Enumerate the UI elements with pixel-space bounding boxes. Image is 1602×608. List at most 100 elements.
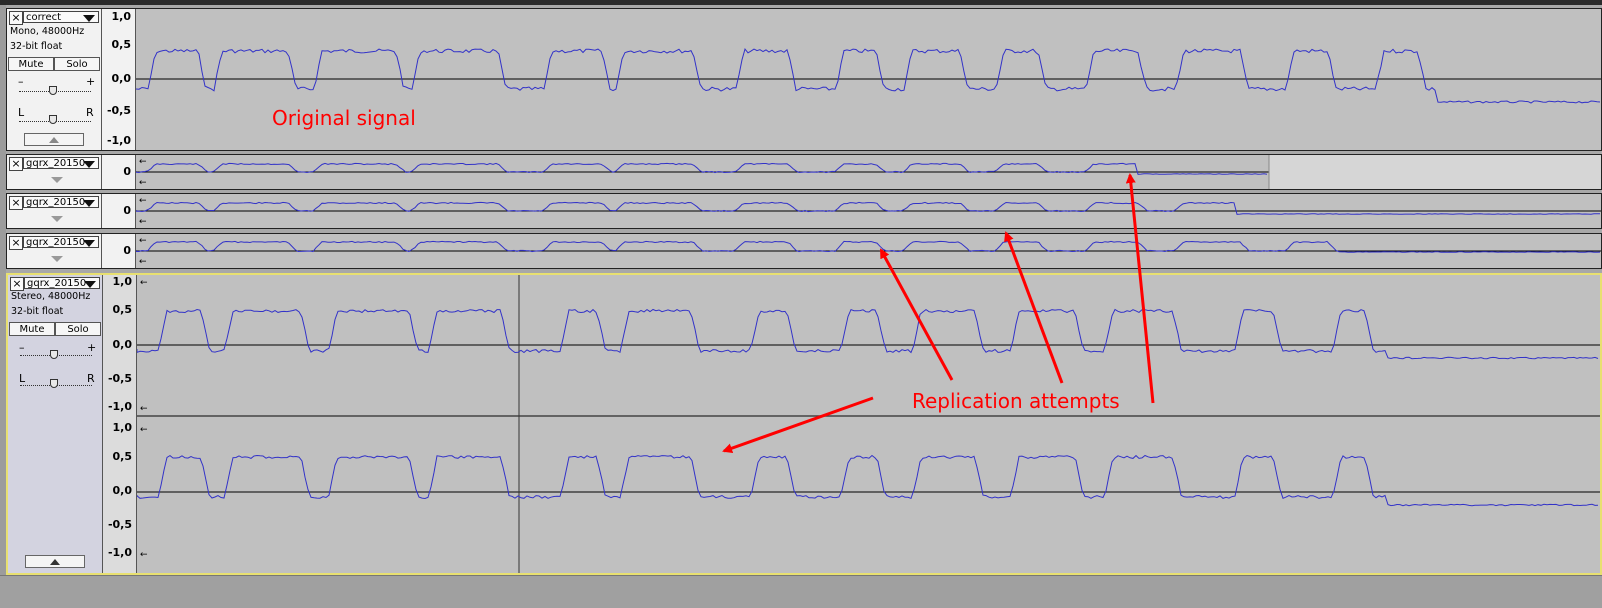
annotation-replication: Replication attempts	[912, 389, 1120, 413]
lane-arrow: ←	[140, 278, 148, 288]
waveform: ← ←	[136, 236, 1601, 267]
gain-slider-thumb[interactable]	[49, 86, 57, 95]
close-icon: ×	[11, 11, 21, 24]
mute-button[interactable]: Mute	[9, 322, 55, 336]
ruler-label: -1,0	[107, 400, 132, 413]
ruler-label: -1,0	[106, 134, 131, 147]
track-control-panel: × gqrx_20150	[7, 234, 102, 268]
waveform-area[interactable]: ← ←	[136, 194, 1601, 228]
vertical-ruler: 1,0 0,5 0,0 -0,5 -1,0	[102, 9, 136, 150]
gain-minus-label: –	[19, 341, 25, 354]
ruler-label: -0,5	[107, 372, 132, 385]
expand-icon[interactable]	[51, 256, 63, 262]
expand-icon[interactable]	[51, 216, 63, 222]
annotation-original: Original signal	[272, 106, 416, 130]
ruler-label: 0	[123, 244, 131, 257]
lane-arrow: ←	[140, 404, 148, 414]
track-correct[interactable]: × correct Mono, 48000Hz 32-bit float Mut…	[6, 8, 1602, 151]
waveform-area[interactable]: ← ←	[136, 155, 1601, 189]
left-edge	[0, 5, 6, 575]
ruler-label: 0,5	[112, 450, 133, 463]
close-track-button[interactable]: ×	[9, 196, 23, 210]
ruler-label: 1,0	[111, 10, 132, 23]
close-track-button[interactable]: ×	[9, 236, 23, 250]
dropdown-arrow-icon	[83, 15, 95, 22]
ruler-label: 0,0	[111, 72, 132, 85]
track-control-panel: × gqrx_20150	[7, 155, 102, 189]
lane-arrow: ←	[139, 236, 147, 246]
track-name: gqrx_20150	[26, 237, 86, 248]
vertical-ruler: 0	[102, 234, 136, 268]
dropdown-arrow-icon	[83, 161, 95, 168]
lane-arrow: ←	[139, 196, 147, 206]
close-icon: ×	[11, 236, 21, 249]
vertical-ruler: 1,0 0,5 0,0 -0,5 -1,0 1,0 0,5 0,0 -0,5 -…	[103, 275, 137, 573]
waveform: ← ←	[136, 196, 1601, 227]
track-gqrx-3[interactable]: × gqrx_20150 0 ← ←	[6, 233, 1602, 269]
pan-left-label: L	[18, 106, 25, 119]
close-icon: ×	[11, 196, 21, 209]
gain-slider-thumb[interactable]	[50, 350, 58, 359]
solo-button[interactable]: Solo	[55, 322, 101, 336]
track-name: correct	[26, 12, 62, 23]
vertical-ruler: 0	[102, 194, 136, 228]
collapse-button[interactable]	[24, 133, 84, 146]
track-sample-format: 32-bit float	[10, 41, 63, 52]
waveform-area[interactable]: ← ← ← ←	[137, 275, 1600, 573]
ruler-label: -0,5	[106, 104, 131, 117]
ruler-label: -1,0	[107, 546, 132, 559]
gain-plus-label: +	[86, 75, 96, 88]
collapse-icon	[49, 137, 59, 143]
track-name-menu[interactable]: correct	[23, 11, 99, 23]
pan-right-label: R	[87, 372, 95, 385]
lane-arrow: ←	[140, 550, 148, 560]
track-name-menu[interactable]: gqrx_20150	[24, 277, 100, 289]
gain-plus-label: +	[87, 341, 97, 354]
waveform: ← ←	[136, 155, 1270, 189]
lane-arrow: ←	[139, 178, 147, 188]
track-gqrx-1[interactable]: × gqrx_20150 0 ← ←	[6, 154, 1602, 190]
ruler-label: 0,0	[112, 484, 133, 497]
expand-icon[interactable]	[51, 177, 63, 183]
waveform	[136, 48, 1601, 104]
waveform-area[interactable]: ← ←	[136, 234, 1601, 268]
lane-arrow: ←	[140, 425, 148, 435]
dropdown-arrow-icon	[84, 281, 96, 288]
close-track-button[interactable]: ×	[9, 11, 23, 25]
close-icon: ×	[11, 157, 21, 170]
close-track-button[interactable]: ×	[9, 157, 23, 171]
waveform: ← ← ← ←	[137, 275, 1600, 573]
collapse-button[interactable]	[25, 555, 85, 568]
lane-arrow: ←	[139, 157, 147, 167]
lane-arrow: ←	[139, 257, 147, 267]
track-name-menu[interactable]: gqrx_20150	[23, 196, 99, 208]
track-name-menu[interactable]: gqrx_20150	[23, 236, 99, 248]
track-name: gqrx_20150	[26, 158, 86, 169]
track-name: gqrx_20150	[27, 278, 87, 289]
mute-button[interactable]: Mute	[8, 57, 54, 71]
lane-arrow: ←	[139, 217, 147, 227]
ruler-label: -0,5	[107, 518, 132, 531]
pan-right-label: R	[86, 106, 94, 119]
empty-track-area[interactable]	[0, 575, 1602, 608]
track-name: gqrx_20150	[26, 197, 86, 208]
track-control-panel: × correct Mono, 48000Hz 32-bit float Mut…	[7, 9, 102, 150]
close-icon: ×	[12, 277, 22, 290]
dropdown-arrow-icon	[83, 200, 95, 207]
track-gqrx-stereo[interactable]: × gqrx_20150 Stereo, 48000Hz 32-bit floa…	[6, 273, 1602, 575]
pan-slider-thumb[interactable]	[49, 115, 57, 124]
close-track-button[interactable]: ×	[10, 277, 24, 291]
collapse-icon	[50, 559, 60, 565]
ruler-label: 0,5	[112, 303, 133, 316]
solo-button[interactable]: Solo	[54, 57, 100, 71]
track-format: Stereo, 48000Hz	[11, 291, 91, 302]
top-strip	[0, 0, 1602, 5]
waveform-area[interactable]	[136, 9, 1601, 150]
track-control-panel: × gqrx_20150 Stereo, 48000Hz 32-bit floa…	[8, 275, 103, 573]
pan-slider-thumb[interactable]	[50, 379, 58, 388]
vertical-ruler: 0	[102, 155, 136, 189]
dropdown-arrow-icon	[83, 240, 95, 247]
track-name-menu[interactable]: gqrx_20150	[23, 157, 99, 169]
track-gqrx-2[interactable]: × gqrx_20150 0 ← ←	[6, 193, 1602, 229]
track-control-panel: × gqrx_20150	[7, 194, 102, 228]
